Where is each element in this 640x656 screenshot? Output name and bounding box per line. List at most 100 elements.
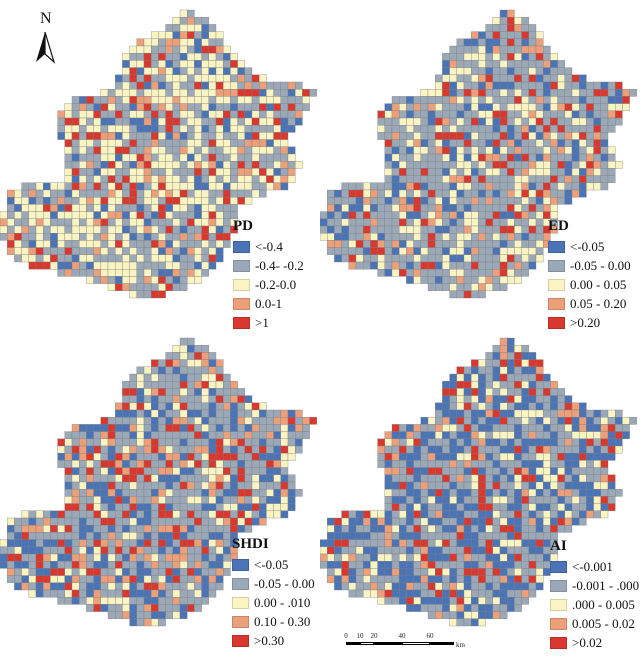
grid-cell bbox=[543, 74, 551, 83]
grid-cell bbox=[499, 445, 508, 454]
grid-cell bbox=[158, 474, 166, 483]
grid-cell bbox=[237, 503, 245, 511]
grid-cell bbox=[492, 503, 501, 511]
grid-cell bbox=[413, 261, 421, 270]
grid-cell bbox=[50, 546, 58, 555]
grid-cell bbox=[363, 204, 371, 212]
grid-cell bbox=[607, 489, 616, 497]
grid-cell bbox=[215, 45, 224, 54]
grid-cell bbox=[384, 168, 393, 176]
grid-cell bbox=[471, 359, 479, 367]
grid-cell bbox=[208, 575, 217, 583]
grid-cell bbox=[93, 496, 101, 504]
grid-cell bbox=[399, 503, 407, 511]
grid-cell bbox=[557, 467, 565, 475]
grid-cell bbox=[165, 611, 173, 619]
grid-cell bbox=[86, 604, 94, 612]
grid-cell bbox=[172, 31, 181, 39]
grid-cell bbox=[64, 175, 73, 183]
grid-cell bbox=[449, 182, 457, 191]
grid-cell bbox=[100, 225, 109, 234]
grid-cell bbox=[442, 53, 450, 61]
grid-cell bbox=[187, 161, 195, 169]
grid-cell bbox=[471, 283, 479, 291]
grid-cell bbox=[93, 269, 101, 277]
grid-cell bbox=[165, 359, 173, 367]
grid-cell bbox=[107, 204, 116, 212]
grid-cell bbox=[187, 247, 195, 255]
grid-cell bbox=[122, 103, 130, 111]
grid-cell bbox=[478, 211, 486, 219]
grid-cell bbox=[129, 96, 137, 104]
grid-cell bbox=[471, 168, 479, 176]
grid-cell bbox=[208, 561, 217, 569]
grid-cell bbox=[302, 89, 310, 97]
grid-cell bbox=[535, 117, 544, 126]
grid-cell bbox=[158, 211, 166, 219]
grid-cell bbox=[136, 197, 145, 205]
grid-cell bbox=[427, 211, 436, 219]
grid-cell bbox=[543, 474, 551, 483]
grid-cell bbox=[557, 417, 565, 425]
grid-cell bbox=[28, 561, 37, 569]
grid-cell bbox=[355, 211, 364, 219]
grid-cell bbox=[115, 146, 123, 155]
grid-cell bbox=[492, 388, 501, 396]
grid-cell bbox=[492, 561, 501, 569]
grid-cell bbox=[172, 254, 181, 263]
grid-cell bbox=[485, 489, 493, 497]
grid-cell bbox=[507, 517, 515, 526]
grid-cell bbox=[194, 445, 202, 454]
grid-cell bbox=[259, 189, 267, 198]
grid-cell bbox=[557, 431, 565, 439]
grid-cell bbox=[600, 161, 609, 169]
grid-cell bbox=[93, 553, 101, 562]
grid-cell bbox=[208, 125, 217, 133]
grid-cell bbox=[341, 197, 349, 205]
grid-cell bbox=[237, 110, 245, 119]
grid-cell bbox=[499, 74, 508, 83]
grid-cell bbox=[179, 211, 188, 219]
grid-cell bbox=[420, 175, 429, 183]
grid-cell bbox=[478, 74, 486, 83]
grid-cell bbox=[413, 553, 421, 562]
grid-cell bbox=[557, 409, 565, 418]
grid-cell bbox=[71, 546, 80, 555]
grid-cell bbox=[107, 276, 116, 284]
grid-cell bbox=[514, 161, 522, 169]
grid-cell bbox=[521, 146, 529, 155]
grid-cell bbox=[259, 481, 267, 490]
grid-cell bbox=[280, 117, 289, 126]
grid-cell bbox=[377, 525, 385, 533]
grid-cell bbox=[151, 103, 159, 111]
grid-cell bbox=[348, 582, 357, 591]
grid-cell bbox=[244, 81, 253, 90]
grid-cell bbox=[21, 510, 29, 519]
grid-cell bbox=[136, 74, 145, 83]
grid-cell bbox=[435, 460, 443, 468]
grid-cell bbox=[194, 276, 202, 284]
grid-cell bbox=[35, 182, 44, 191]
grid-cell bbox=[201, 81, 209, 90]
grid-cell bbox=[136, 189, 145, 198]
grid-cell bbox=[35, 233, 44, 241]
grid-cell bbox=[237, 460, 245, 468]
grid-cell bbox=[136, 474, 145, 483]
grid-cell bbox=[485, 381, 493, 389]
grid-cell bbox=[151, 496, 159, 504]
legend-ed: ED <-0.05 -0.05 - 0.00 0.00 - 0.05 0.05 - 0… bbox=[548, 218, 631, 332]
grid-cell bbox=[136, 269, 145, 277]
grid-cell bbox=[136, 132, 145, 140]
grid-cell bbox=[129, 233, 137, 241]
grid-cell bbox=[129, 81, 137, 90]
grid-cell bbox=[564, 125, 573, 133]
grid-cell bbox=[143, 525, 152, 533]
grid-cell bbox=[463, 38, 472, 47]
grid-cell bbox=[14, 254, 22, 263]
grid-cell bbox=[535, 175, 544, 183]
legend-swatch bbox=[550, 579, 567, 592]
grid-cell bbox=[79, 125, 87, 133]
grid-cell bbox=[528, 103, 537, 111]
grid-cell bbox=[201, 240, 209, 248]
grid-cell bbox=[471, 597, 479, 605]
